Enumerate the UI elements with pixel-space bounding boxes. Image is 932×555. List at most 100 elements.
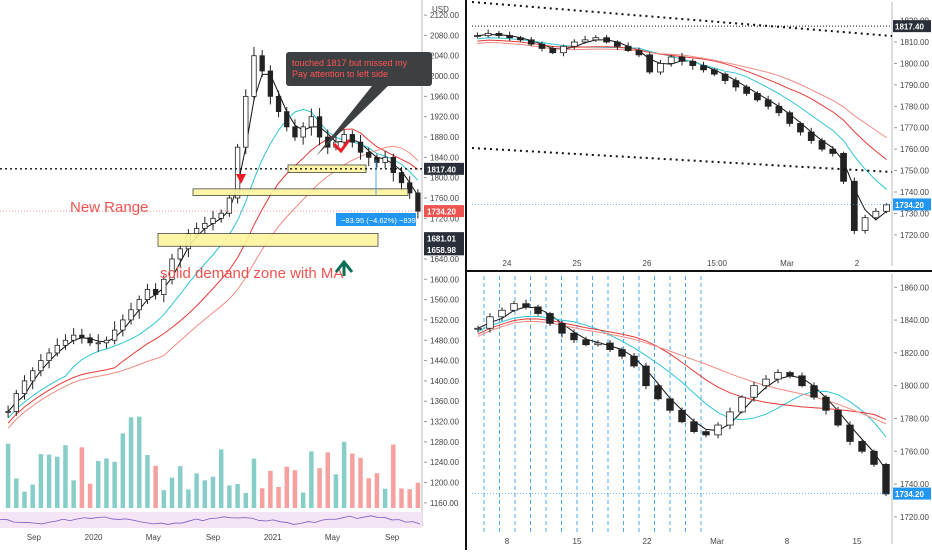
volume-bar xyxy=(317,468,322,508)
y-tick-label: 1720.00 xyxy=(900,231,929,240)
candle-body xyxy=(62,339,69,346)
candle-body xyxy=(861,217,869,231)
volume-bar xyxy=(218,449,224,508)
volume-bar xyxy=(55,456,60,508)
candle-body xyxy=(111,329,118,341)
candle-body xyxy=(570,41,578,47)
volume-bar xyxy=(292,470,298,508)
candle-body xyxy=(308,116,315,128)
ma-cyan-line xyxy=(477,315,887,438)
candle-body xyxy=(870,450,878,465)
candle-body xyxy=(546,313,554,324)
volume-bar xyxy=(382,488,388,508)
y-tick-label: 1780.00 xyxy=(900,102,929,111)
measure-text: −83.95 (−4.62%) −8395 xyxy=(341,216,420,225)
x-tick-label: 2021 xyxy=(264,533,282,542)
candle-body xyxy=(592,37,600,41)
ma-red-line xyxy=(7,128,419,424)
candle-body xyxy=(349,134,355,143)
candle-body xyxy=(786,372,794,377)
candle-body xyxy=(657,63,664,73)
candle-body xyxy=(71,334,77,341)
bottom-right-chart-panel[interactable]: 1860.00 1840.00 1820.00 1800.00 1780.00 1760.… xyxy=(472,274,931,546)
y-tick-label: 1280.00 xyxy=(430,438,459,447)
candle-body xyxy=(527,39,535,45)
trendline-lower-dotted xyxy=(471,147,893,173)
ma-red-line xyxy=(477,318,887,420)
y-tick-label: 1800.00 xyxy=(900,59,929,68)
candle-body xyxy=(202,223,208,229)
top-right-chart-panel[interactable]: 1820.001810.001800.001790.001780.001770.… xyxy=(471,1,931,268)
volume-bar xyxy=(243,492,249,508)
y-tick-label: 1440.00 xyxy=(430,357,459,366)
candle-body xyxy=(13,393,19,412)
y-tick-label: 1800.00 xyxy=(900,382,929,391)
candle-body xyxy=(292,126,298,138)
candle-body xyxy=(775,105,783,114)
candle-body xyxy=(374,156,380,163)
y-tick-label: 1760.00 xyxy=(900,145,929,154)
candle-body xyxy=(486,316,494,329)
candle-body xyxy=(152,289,159,295)
price-tag-label: 1658.98 xyxy=(427,246,456,255)
x-tick-label: Sep xyxy=(385,533,400,542)
candle-body xyxy=(786,112,794,124)
candle-body xyxy=(721,73,729,81)
candle-body xyxy=(506,35,514,39)
candle-body xyxy=(21,380,28,395)
y-tick-label: 1840.00 xyxy=(430,153,459,162)
price-tag-box xyxy=(424,205,464,218)
price-tag-label: 1734.20 xyxy=(895,490,924,499)
candle-body xyxy=(538,43,546,49)
ma-salmon-line xyxy=(477,320,887,425)
y-tick-label: 1730.00 xyxy=(900,209,929,218)
candle-body xyxy=(606,342,614,351)
left-chart-panel[interactable]: 2120.00 2080.00 2040.00 2000.00 1960.00 1920.… xyxy=(0,0,466,542)
candle-body xyxy=(300,126,306,138)
y-tick-label: 1780.00 xyxy=(900,414,929,423)
volume-bar xyxy=(202,480,208,508)
volume-bar xyxy=(87,483,93,508)
x-tick-label: 25 xyxy=(573,259,582,268)
candle-body xyxy=(259,55,265,72)
volume-bar xyxy=(79,447,85,508)
callout-box xyxy=(286,52,432,86)
candle-body xyxy=(570,332,578,341)
candle-body xyxy=(689,60,697,66)
candle-body xyxy=(618,349,626,357)
candle-body xyxy=(807,131,815,141)
y-tick-label: 1740.00 xyxy=(900,188,929,197)
x-tick-label: 8 xyxy=(785,537,790,546)
volume-bar xyxy=(350,453,355,508)
volume-bar xyxy=(235,483,240,508)
y-tick-label: 1200.00 xyxy=(430,479,459,488)
candle-body xyxy=(642,365,650,387)
candle-body xyxy=(226,197,233,214)
y-tick-label: 1920.00 xyxy=(430,113,459,122)
price-tag-box xyxy=(893,20,931,33)
volume-bar xyxy=(104,458,109,508)
y-tick-label: 1720.00 xyxy=(430,214,459,223)
volume-bar xyxy=(259,488,265,508)
x-tick-label: Mar xyxy=(710,537,724,546)
candle-body xyxy=(614,41,621,47)
volume-bar xyxy=(136,416,142,508)
red-checkmark-arrow xyxy=(332,139,351,154)
candle-body xyxy=(654,385,662,400)
price-tag-box xyxy=(893,487,931,500)
demand-zone-label: solid demand zone with MA xyxy=(160,265,343,282)
price-tag-label: 1734.20 xyxy=(895,201,924,210)
candle-body xyxy=(390,156,396,173)
y-tick-label: 1640.00 xyxy=(430,255,459,264)
x-tick-label: 26 xyxy=(643,259,652,268)
y-tick-label: 1560.00 xyxy=(430,296,459,305)
price-tag-box xyxy=(424,162,464,175)
y-tick-label: 1360.00 xyxy=(430,397,459,406)
candle-body xyxy=(169,258,175,280)
candle-body xyxy=(498,309,506,318)
rsi-pane xyxy=(0,512,422,528)
volume-bar xyxy=(22,491,27,508)
candle-body xyxy=(678,409,686,423)
volume-bar xyxy=(300,492,306,508)
